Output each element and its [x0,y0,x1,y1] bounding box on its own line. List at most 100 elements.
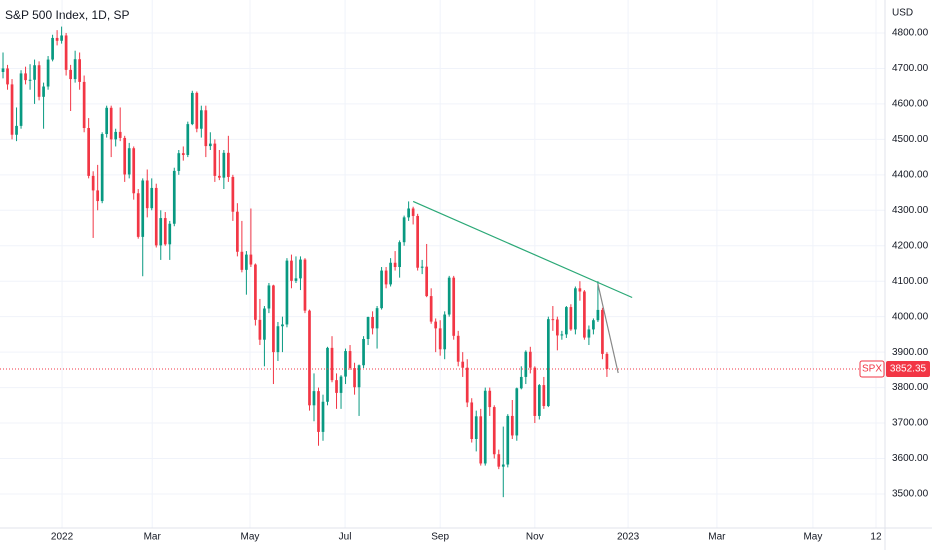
candle-body [87,128,91,176]
x-tick-label: Sep [431,532,449,543]
candle-body [127,148,131,175]
candle-body [136,193,140,237]
candle-body [605,353,609,370]
candle-body [537,385,541,416]
candle-body [100,134,104,202]
candle-body [245,254,248,270]
candle-body [339,376,343,393]
candle-body [190,92,194,125]
candle-body [542,385,546,407]
candle-body [123,137,127,175]
candle-body [312,391,316,406]
candle-body [51,37,54,60]
candle-body [290,260,293,281]
x-tick-label: 2023 [617,532,640,543]
candle-body [366,317,370,339]
candle-body [73,59,77,80]
candle-body [105,107,109,135]
y-tick-label: 4100.00 [892,276,929,287]
y-tick-label: 4600.00 [892,99,929,110]
candle-body [96,190,100,202]
candle-body [519,376,523,389]
candle-body [429,296,433,322]
candle-body [398,242,401,268]
candle-body [258,319,262,340]
symbol-label: SPX [862,364,882,375]
candle-body [299,259,302,279]
candle-body [33,65,36,80]
candle-body [443,314,447,350]
y-tick-label: 4800.00 [892,28,929,39]
candle-body [501,464,505,467]
candle-body [64,35,68,70]
candle-body [524,351,528,377]
candle-body [195,92,199,129]
candle-body [556,319,559,336]
candle-body [335,380,338,393]
candle-body [592,320,595,330]
candle-body [515,388,519,436]
candle-body [488,390,492,408]
candle-body [425,266,429,297]
candle-body [528,351,532,368]
candle-body [217,175,221,178]
y-tick-label: 3800.00 [892,382,929,393]
symbol-badge [859,360,885,378]
candle-body [357,365,361,388]
candle-body [587,329,591,338]
y-tick-label: 4200.00 [892,240,929,251]
candle-body [276,326,280,353]
candle-body [91,175,95,191]
candle-body [596,309,600,321]
y-tick-label: 3700.00 [892,418,929,429]
y-tick-label: 4700.00 [892,63,929,74]
candle-body [294,278,298,281]
candle-body [407,208,410,218]
candle-body [371,317,374,329]
candle-body [249,254,253,265]
candle-body [384,270,388,285]
candle-body [362,338,365,366]
candle-body [78,59,81,82]
candle-body [154,187,158,246]
candle-body [348,351,352,369]
y-tick-label: 3600.00 [892,453,929,464]
candle-body [447,277,451,315]
candle-body [578,288,582,292]
candle-body [267,285,271,309]
candle-body [213,143,217,176]
candle-body [479,416,483,464]
candle-body [10,84,14,135]
candle-body [353,368,356,388]
candle-body [60,35,63,41]
candle-body [456,335,460,362]
candle-body [474,416,478,439]
candle-body [380,270,383,309]
price-badge [886,361,930,378]
candle-body [181,153,185,155]
trend-line [597,283,619,374]
candle-body [317,391,320,432]
candle-body [186,124,190,155]
candle-body [199,110,203,129]
y-tick-label: 3500.00 [892,489,929,500]
candle-body [114,131,118,140]
candle-body [389,262,392,285]
candle-body [308,310,311,406]
candle-body [438,328,442,350]
candle-body [281,324,284,327]
candle-body [19,73,23,126]
candle-body [109,107,113,140]
candle-body [150,187,154,209]
candle-body [497,454,501,467]
candle-body [303,259,307,311]
candle-body [6,68,9,85]
candle-body [37,65,41,97]
candle-body [141,180,145,237]
candle-body [326,347,329,402]
candle-body [46,59,50,87]
candle-body [434,321,438,329]
candle-body [240,251,244,270]
candle-body [330,347,334,381]
